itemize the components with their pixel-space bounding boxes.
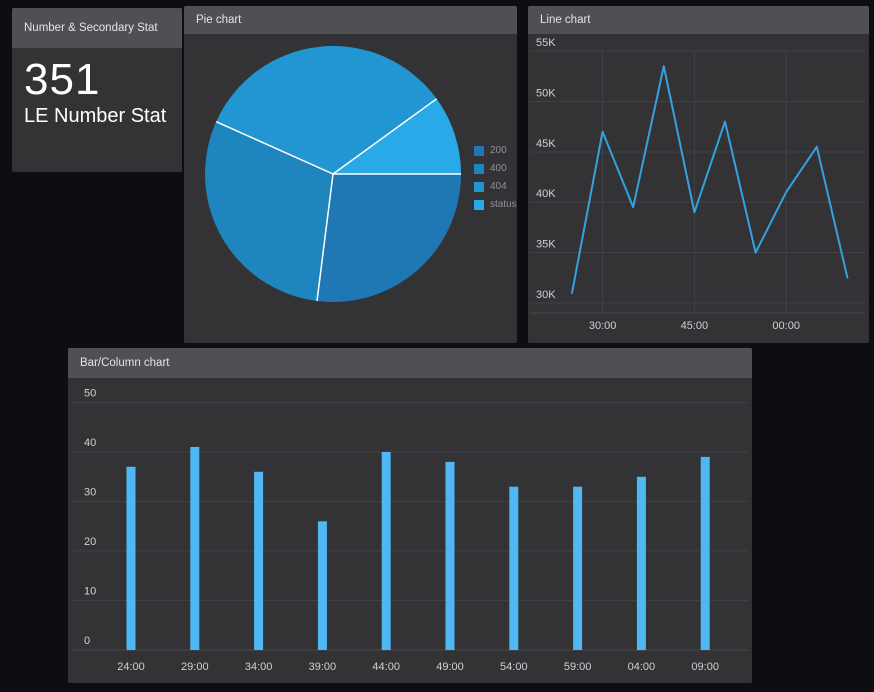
line-chart-xtick: 00:00 (772, 320, 800, 332)
legend-item-status[interactable]: status (474, 196, 517, 214)
bar-59:00[interactable] (573, 486, 583, 650)
bar-chart-xtick: 59:00 (564, 661, 592, 673)
bar-04:00[interactable] (636, 476, 646, 651)
bar-54:00[interactable] (509, 486, 519, 650)
bar-24:00[interactable] (126, 466, 136, 650)
panel-line-chart: Line chart 30K 35K 40K 45K 50K 55K 30:00 45:00 0… (528, 6, 869, 343)
bar-34:00[interactable] (254, 471, 264, 650)
legend-swatch (474, 146, 484, 156)
line-panel-body: 30K 35K 40K 45K 50K 55K 30:00 45:00 00:00 (528, 34, 869, 343)
pie-slice-400[interactable] (205, 121, 333, 301)
line-chart-xtick: 30:00 (589, 320, 617, 332)
line-chart-ytick: 55K (536, 37, 556, 49)
line-chart-ytick: 35K (536, 239, 556, 251)
legend-item-400[interactable]: 400 (474, 160, 517, 178)
pie-legend: 200 400 404 status (474, 142, 517, 214)
legend-item-404[interactable]: 404 (474, 178, 517, 196)
legend-label: status (490, 199, 517, 210)
panel-bar-chart: Bar/Column chart 0 10 20 30 40 50 24:00 29:00 34… (68, 348, 752, 683)
bar-panel-header[interactable]: Bar/Column chart (68, 348, 752, 378)
line-chart-ytick: 50K (536, 88, 556, 100)
legend-swatch (474, 182, 484, 192)
legend-label: 200 (490, 145, 507, 156)
line-panel-header[interactable]: Line chart (528, 6, 869, 34)
stat-panel-header[interactable]: Number & Secondary Stat (12, 8, 182, 48)
line-chart-ytick: 30K (536, 289, 556, 301)
bar-chart-xtick: 04:00 (628, 661, 656, 673)
legend-swatch (474, 200, 484, 210)
pie-panel-header[interactable]: Pie chart (184, 6, 517, 34)
pie-panel-title: Pie chart (196, 13, 242, 26)
stat-value: 351 (24, 55, 101, 104)
pie-slice-divider (316, 173, 334, 302)
bar-chart-ytick: 50 (84, 388, 96, 400)
bar-chart-xtick: 39:00 (309, 661, 337, 673)
bar-chart-xtick: 54:00 (500, 661, 528, 673)
stat-panel-title: Number & Secondary Stat (24, 21, 158, 34)
stat-label: LE Number Stat (24, 105, 167, 127)
line-chart[interactable]: 30K 35K 40K 45K 50K 55K 30:00 45:00 00:00 (528, 34, 869, 343)
bar-chart-ytick: 0 (84, 635, 90, 647)
pie-panel-body: 200 400 404 status (184, 34, 517, 343)
bar-39:00[interactable] (317, 521, 327, 650)
legend-item-200[interactable]: 200 (474, 142, 517, 160)
pie-slice-status[interactable] (333, 98, 462, 174)
legend-label: 404 (490, 181, 507, 192)
bar-chart[interactable]: 0 10 20 30 40 50 24:00 29:00 34:00 39:00 44:00 49:0… (68, 378, 752, 683)
bar-29:00[interactable] (190, 447, 200, 650)
bar-chart-xtick: 09:00 (691, 661, 719, 673)
bar-chart-ytick: 30 (84, 487, 96, 499)
bar-chart-xtick: 24:00 (117, 661, 145, 673)
bar-chart-ytick: 10 (84, 586, 96, 598)
stat-panel-body: 351 LE Number Stat (12, 48, 182, 172)
bar-chart-xtick: 44:00 (372, 661, 400, 673)
pie-slice-divider (215, 121, 334, 175)
pie-slice-404[interactable] (216, 46, 437, 174)
pie-slice-200[interactable] (317, 174, 461, 303)
bar-chart-xtick: 34:00 (245, 661, 273, 673)
bar-chart-xtick: 49:00 (436, 661, 464, 673)
pie-chart[interactable] (184, 34, 517, 343)
bar-chart-xtick: 29:00 (181, 661, 209, 673)
legend-swatch (474, 164, 484, 174)
bar-09:00[interactable] (700, 456, 710, 650)
pie-slice-divider (332, 98, 438, 175)
bar-panel-body: 0 10 20 30 40 50 24:00 29:00 34:00 39:00 44:00 49:0… (68, 378, 752, 683)
line-chart-ytick: 45K (536, 138, 556, 150)
panel-number-stat: Number & Secondary Stat 351 LE Number St… (12, 8, 182, 172)
bar-44:00[interactable] (381, 452, 391, 650)
bar-panel-title: Bar/Column chart (80, 356, 170, 369)
line-chart-ytick: 40K (536, 188, 556, 200)
line-panel-title: Line chart (540, 13, 591, 26)
legend-label: 400 (490, 163, 507, 174)
bar-chart-ytick: 20 (84, 536, 96, 548)
bar-49:00[interactable] (445, 461, 455, 650)
line-series (571, 65, 849, 294)
line-chart-xtick: 45:00 (681, 320, 709, 332)
bar-chart-ytick: 40 (84, 437, 96, 449)
panel-pie-chart: Pie chart 200 400 404 status (184, 6, 517, 343)
